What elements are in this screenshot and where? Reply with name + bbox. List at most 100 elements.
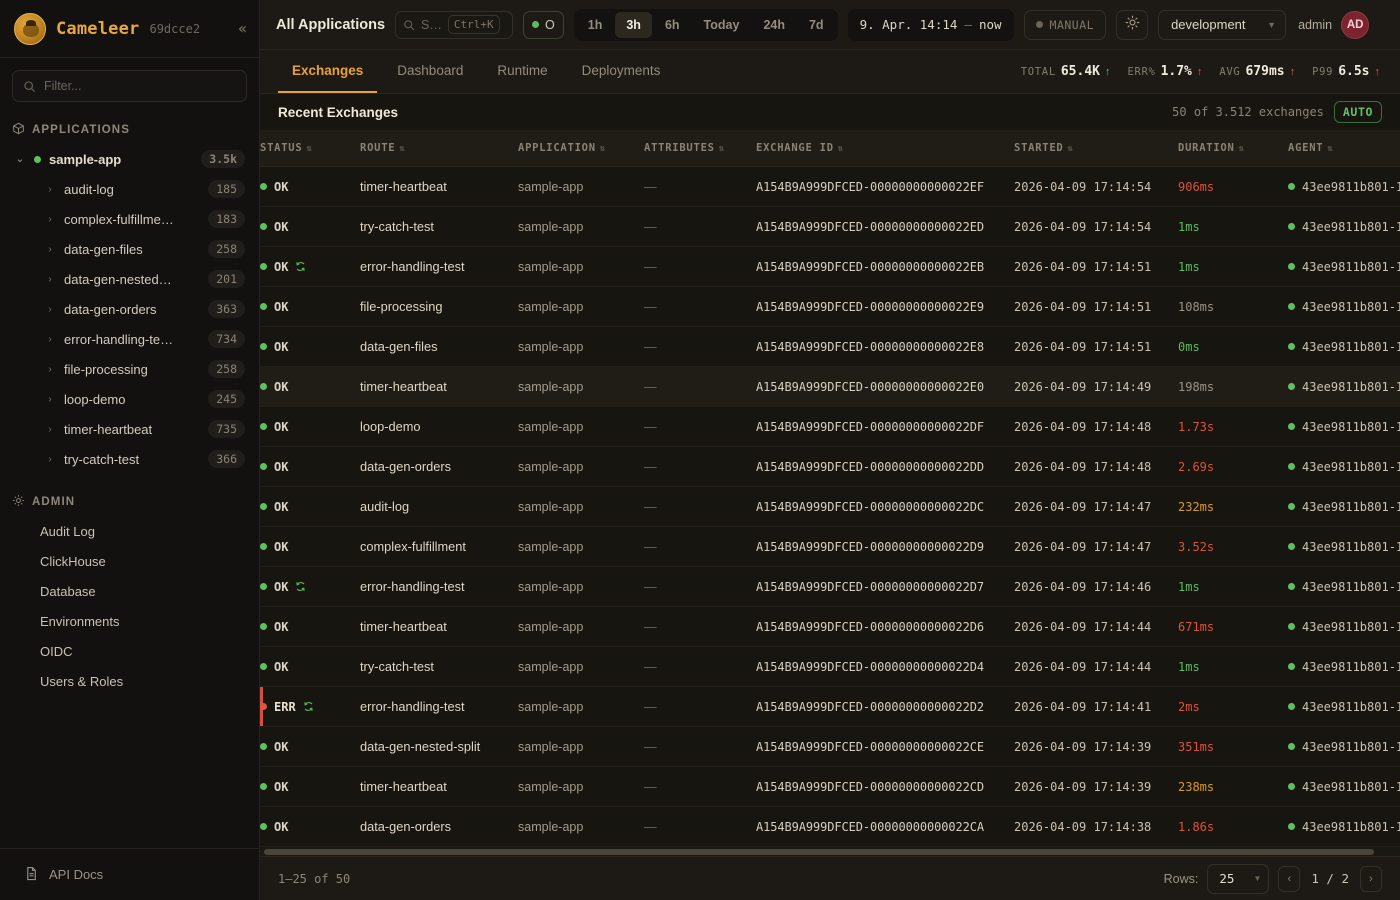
- auto-refresh-toggle[interactable]: AUTO: [1333, 101, 1382, 123]
- sort-icon: ⇅: [1327, 144, 1334, 154]
- environment-select[interactable]: development ▼: [1158, 9, 1287, 40]
- tab-runtime[interactable]: Runtime: [497, 63, 548, 78]
- table-row[interactable]: OK error-handling-test sample-app — A154B9A9…: [260, 246, 1400, 287]
- range-1h[interactable]: 1h: [587, 17, 603, 32]
- cell-exchange-id: A154B9A999DFCED-00000000000022CE: [756, 726, 1014, 767]
- table-row[interactable]: OK data-gen-orders sample-app — A154B9A999DF…: [260, 806, 1400, 846]
- table-row[interactable]: OK timer-heartbeat sample-app — A154B9A999DF…: [260, 606, 1400, 647]
- sidebar-item-database[interactable]: Database: [40, 583, 96, 599]
- table-row[interactable]: OK timer-heartbeat sample-app — A154B9A999DF…: [260, 766, 1400, 807]
- agent-status-dot-icon: [1288, 183, 1295, 190]
- table-row[interactable]: OK timer-heartbeat sample-app — A154B9A999DF…: [260, 366, 1400, 407]
- table-row[interactable]: OK timer-heartbeat sample-app — A154B9A999DF…: [260, 166, 1400, 207]
- sidebar-route-try-catch-test[interactable]: › try-catch-test 366: [0, 444, 259, 474]
- next-page-button[interactable]: ›: [1360, 865, 1382, 892]
- table-row[interactable]: OK data-gen-nested-split sample-app — A154B9…: [260, 726, 1400, 767]
- panel-header: Recent Exchanges 50 of 3.512 exchanges A…: [260, 94, 1400, 130]
- sidebar-item-api-docs[interactable]: API Docs: [0, 848, 259, 900]
- column-header-application[interactable]: APPLICATION ⇅: [518, 130, 644, 167]
- theme-toggle-button[interactable]: [1116, 9, 1149, 40]
- sidebar-route-loop-demo[interactable]: › loop-demo 245: [0, 384, 259, 414]
- duration-value: 1.73s: [1178, 419, 1215, 434]
- status-label: OK: [274, 499, 289, 514]
- attributes-value: —: [644, 299, 657, 314]
- cell-attributes: —: [644, 206, 756, 247]
- scrollbar-thumb[interactable]: [264, 849, 1374, 855]
- sidebar-item-users-roles[interactable]: Users & Roles: [40, 673, 124, 689]
- sidebar-item-audit-log[interactable]: Audit Log: [40, 523, 95, 539]
- sidebar-item-sample-app[interactable]: ⌄ sample-app 3.5k: [0, 144, 259, 174]
- cell-application: sample-app: [518, 566, 644, 607]
- refresh-mode-button[interactable]: MANUAL: [1023, 9, 1107, 40]
- exchange-id-value: A154B9A999DFCED-00000000000022CD: [756, 779, 984, 794]
- sidebar-route-data-gen-files[interactable]: › data-gen-files 258: [0, 234, 259, 264]
- cell-agent: 43ee9811b801-1: [1288, 286, 1400, 327]
- sidebar-route-error-handling-test[interactable]: › error-handling-te… 734: [0, 324, 259, 354]
- column-header-attributes[interactable]: ATTRIBUTES ⇅: [644, 130, 756, 167]
- sidebar-route-timer-heartbeat[interactable]: › timer-heartbeat 735: [0, 414, 259, 444]
- range-24h[interactable]: 24h: [763, 17, 785, 32]
- table-row[interactable]: OK complex-fulfillment sample-app — A154B9A9…: [260, 526, 1400, 567]
- table-row[interactable]: ERR error-handling-test sample-app — A154B9A…: [260, 686, 1400, 727]
- column-header-route[interactable]: ROUTE ⇅: [360, 130, 518, 167]
- sidebar-route-label: timer-heartbeat: [64, 421, 153, 437]
- collapse-sidebar-button[interactable]: «: [237, 19, 247, 37]
- tab-exchanges[interactable]: Exchanges: [278, 50, 378, 93]
- sidebar-route-audit-log[interactable]: › audit-log 185: [0, 174, 259, 204]
- sidebar-item-oidc[interactable]: OIDC: [40, 643, 73, 659]
- sidebar-item-environments[interactable]: Environments: [40, 613, 120, 629]
- table-row[interactable]: OK try-catch-test sample-app — A154B9A999DFC…: [260, 646, 1400, 687]
- sidebar-filter-box[interactable]: [12, 70, 247, 102]
- column-header-status[interactable]: STATUS ⇅: [260, 130, 360, 167]
- route-label: data-gen-files: [360, 339, 438, 354]
- started-value: 2026-04-09 17:14:51: [1014, 339, 1152, 354]
- table-row[interactable]: OK data-gen-files sample-app — A154B9A999DFC…: [260, 326, 1400, 367]
- table-row[interactable]: OK file-processing sample-app — A154B9A999DF…: [260, 286, 1400, 327]
- cell-attributes: —: [644, 566, 756, 607]
- column-header-exchange-id[interactable]: EXCHANGE ID ⇅: [756, 130, 1014, 167]
- sidebar-route-count: 183: [208, 210, 245, 228]
- column-header-duration[interactable]: DURATION ⇅: [1178, 130, 1288, 167]
- sidebar-route-label: error-handling-te…: [64, 331, 174, 347]
- range-6h[interactable]: 6h: [664, 17, 680, 32]
- column-label: ROUTE: [360, 142, 396, 154]
- range-today[interactable]: Today: [703, 17, 740, 32]
- sidebar-route-complex-fulfillment[interactable]: › complex-fulfillme… 183: [0, 204, 259, 234]
- user-menu[interactable]: admin AD: [1298, 10, 1370, 39]
- applications-section-label: APPLICATIONS: [32, 124, 130, 136]
- route-label: audit-log: [360, 499, 410, 514]
- absolute-time-range[interactable]: 9. Apr. 14:14 – now: [847, 8, 1014, 41]
- table-row[interactable]: OK loop-demo sample-app — A154B9A999DFCED-00…: [260, 406, 1400, 447]
- sidebar-route-data-gen-orders[interactable]: › data-gen-orders 363: [0, 294, 259, 324]
- sidebar-route-data-gen-nested-split[interactable]: › data-gen-nested… 201: [0, 264, 259, 294]
- table-row[interactable]: OK audit-log sample-app — A154B9A999DFCED-00…: [260, 486, 1400, 527]
- cell-status: OK: [260, 646, 360, 687]
- route-label: try-catch-test: [360, 219, 434, 234]
- range-3h[interactable]: 3h: [615, 11, 652, 38]
- status-dot-icon: [34, 155, 41, 163]
- sidebar-filter-input[interactable]: [44, 79, 236, 93]
- column-header-agent[interactable]: AGENT ⇅: [1288, 130, 1400, 167]
- table-row[interactable]: OK data-gen-orders sample-app — A154B9A999DF…: [260, 446, 1400, 487]
- tab-deployments[interactable]: Deployments: [581, 63, 661, 78]
- started-value: 2026-04-09 17:14:54: [1014, 219, 1152, 234]
- global-search-box[interactable]: S… Ctrl+K: [395, 10, 514, 39]
- retry-icon: [295, 581, 306, 592]
- cell-agent: 43ee9811b801-1: [1288, 206, 1400, 247]
- column-header-started[interactable]: STARTED ⇅: [1014, 130, 1178, 167]
- horizontal-scrollbar[interactable]: [260, 846, 1400, 856]
- rows-per-page-select[interactable]: 25 ▼: [1207, 863, 1270, 894]
- cell-application: sample-app: [518, 366, 644, 407]
- prev-page-button[interactable]: ‹: [1278, 865, 1301, 892]
- exchange-id-value: A154B9A999DFCED-00000000000022DF: [756, 419, 984, 434]
- connection-status-badge[interactable]: O: [523, 10, 564, 39]
- tab-dashboard[interactable]: Dashboard: [397, 63, 464, 78]
- cell-duration: 198ms: [1178, 366, 1288, 407]
- route-label: data-gen-orders: [360, 819, 452, 834]
- table-row[interactable]: OK try-catch-test sample-app — A154B9A999DFC…: [260, 206, 1400, 247]
- sidebar-route-file-processing[interactable]: › file-processing 258: [0, 354, 259, 384]
- range-7d[interactable]: 7d: [808, 17, 824, 32]
- table-row[interactable]: OK error-handling-test sample-app — A154B9A9…: [260, 566, 1400, 607]
- sidebar-item-clickhouse[interactable]: ClickHouse: [40, 553, 106, 569]
- status-label: OK: [274, 219, 289, 234]
